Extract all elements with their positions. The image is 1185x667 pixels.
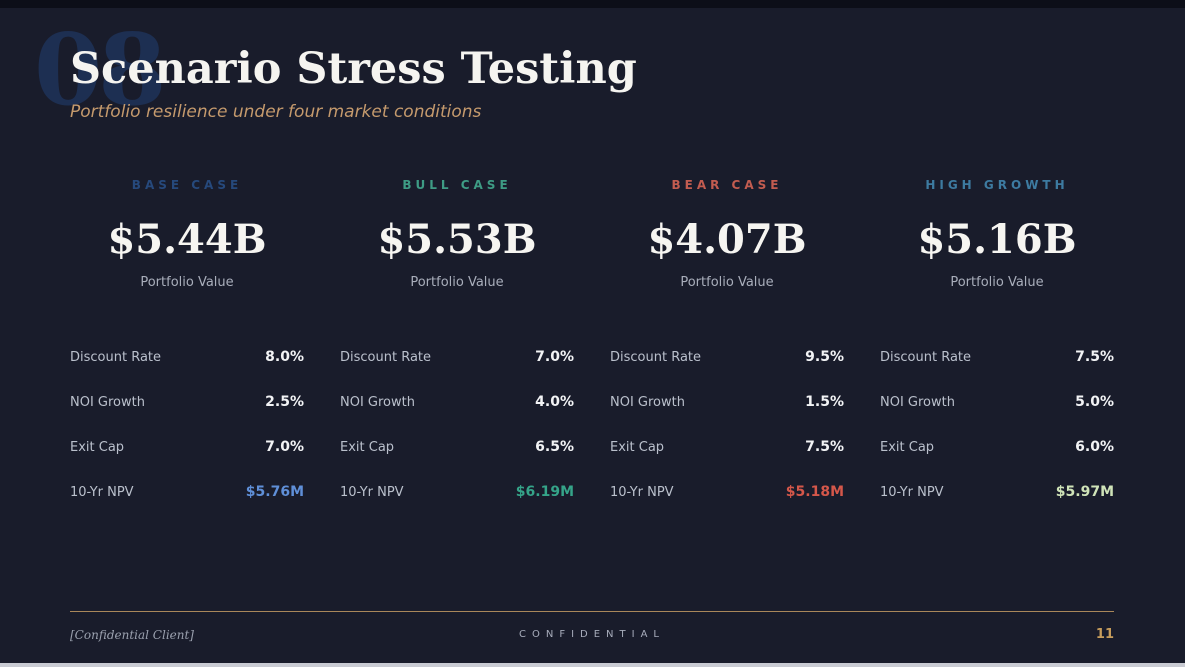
confidential-label: CONFIDENTIAL [518, 629, 665, 640]
metric-value: 7.5% [1075, 349, 1114, 366]
portfolio-value: $5.16B [917, 215, 1077, 263]
page-title: Scenario Stress Testing [70, 44, 637, 94]
metric-value: 7.0% [265, 439, 304, 456]
client-name: [Confidential Client] [70, 627, 194, 642]
scenario-column-base-case: BASE CASE $5.44B Portfolio Value Discoun… [70, 178, 304, 515]
metric-row: Exit Cap 6.5% [340, 425, 574, 470]
metric-row: Discount Rate 9.5% [610, 335, 844, 380]
metric-row: NOI Growth 2.5% [70, 380, 304, 425]
slide-content: 08 Scenario Stress Testing Portfolio res… [34, 0, 1114, 667]
metric-value: 9.5% [805, 349, 844, 366]
section-number-watermark: 08 [34, 13, 166, 128]
metric-value-npv: $5.76M [245, 484, 304, 501]
portfolio-value-label: Portfolio Value [410, 274, 504, 290]
scenario-name: HIGH GROWTH [925, 177, 1069, 192]
slide-top-edge [0, 0, 1185, 8]
metric-label: NOI Growth [340, 394, 415, 410]
metric-row: Exit Cap 7.0% [70, 425, 304, 470]
footer: [Confidential Client] CONFIDENTIAL 11 [70, 627, 1114, 642]
metric-row: Discount Rate 7.0% [340, 335, 574, 380]
metric-value-npv: $5.97M [1055, 484, 1114, 501]
metric-label: Exit Cap [70, 439, 125, 455]
scenario-column-high-growth: HIGH GROWTH $5.16B Portfolio Value Disco… [880, 178, 1114, 515]
metric-label: Discount Rate [340, 349, 432, 365]
metrics-table: Discount Rate 9.5% NOI Growth 1.5% Exit … [610, 335, 844, 515]
metric-value: 6.0% [1075, 439, 1114, 456]
metrics-table: Discount Rate 8.0% NOI Growth 2.5% Exit … [70, 335, 304, 515]
metric-value-npv: $5.18M [785, 484, 844, 501]
metric-row: 10-Yr NPV $6.19M [340, 470, 574, 515]
portfolio-value-label: Portfolio Value [950, 274, 1044, 290]
metric-value: 1.5% [805, 394, 844, 411]
scenario-name: BEAR CASE [671, 177, 783, 192]
metric-row: 10-Yr NPV $5.18M [610, 470, 844, 515]
metric-value: 7.0% [535, 349, 574, 366]
metric-value: 4.0% [535, 394, 574, 411]
portfolio-value-label: Portfolio Value [140, 274, 234, 290]
metric-row: NOI Growth 4.0% [340, 380, 574, 425]
scenario-column-bear-case: BEAR CASE $4.07B Portfolio Value Discoun… [610, 178, 844, 515]
slide-subtitle: Portfolio resilience under four market c… [70, 101, 482, 122]
scenario-name: BULL CASE [402, 177, 512, 192]
metric-row: Discount Rate 7.5% [880, 335, 1114, 380]
metric-label: Exit Cap [340, 439, 395, 455]
metric-label: NOI Growth [880, 394, 955, 410]
portfolio-value-label: Portfolio Value [680, 274, 774, 290]
metric-label: 10-Yr NPV [70, 484, 134, 500]
scenario-column-bull-case: BULL CASE $5.53B Portfolio Value Discoun… [340, 178, 574, 515]
metric-value: 8.0% [265, 349, 304, 366]
metric-row: 10-Yr NPV $5.97M [880, 470, 1114, 515]
metric-label: Discount Rate [70, 349, 162, 365]
portfolio-value: $5.44B [107, 215, 267, 263]
metric-label: 10-Yr NPV [880, 484, 944, 500]
slide-bottom-edge [0, 663, 1185, 667]
metric-row: NOI Growth 5.0% [880, 380, 1114, 425]
metric-label: Discount Rate [610, 349, 702, 365]
metrics-table: Discount Rate 7.5% NOI Growth 5.0% Exit … [880, 335, 1114, 515]
metric-value: 5.0% [1075, 394, 1114, 411]
metric-row: 10-Yr NPV $5.76M [70, 470, 304, 515]
metric-label: Exit Cap [880, 439, 935, 455]
metric-row: Exit Cap 7.5% [610, 425, 844, 470]
page-number: 11 [1095, 627, 1114, 642]
scenario-grid: BASE CASE $5.44B Portfolio Value Discoun… [70, 178, 1114, 515]
metric-label: 10-Yr NPV [610, 484, 674, 500]
portfolio-value: $4.07B [647, 215, 807, 263]
portfolio-value: $5.53B [377, 215, 537, 263]
scenario-name: BASE CASE [131, 177, 243, 192]
metric-value: 7.5% [805, 439, 844, 456]
metric-label: Exit Cap [610, 439, 665, 455]
metric-row: NOI Growth 1.5% [610, 380, 844, 425]
metric-label: Discount Rate [880, 349, 972, 365]
metrics-table: Discount Rate 7.0% NOI Growth 4.0% Exit … [340, 335, 574, 515]
metric-label: 10-Yr NPV [340, 484, 404, 500]
footer-divider [70, 611, 1114, 612]
metric-value-npv: $6.19M [515, 484, 574, 501]
metric-row: Exit Cap 6.0% [880, 425, 1114, 470]
metric-label: NOI Growth [70, 394, 145, 410]
metric-value: 6.5% [535, 439, 574, 456]
metric-value: 2.5% [265, 394, 304, 411]
metric-row: Discount Rate 8.0% [70, 335, 304, 380]
metric-label: NOI Growth [610, 394, 685, 410]
